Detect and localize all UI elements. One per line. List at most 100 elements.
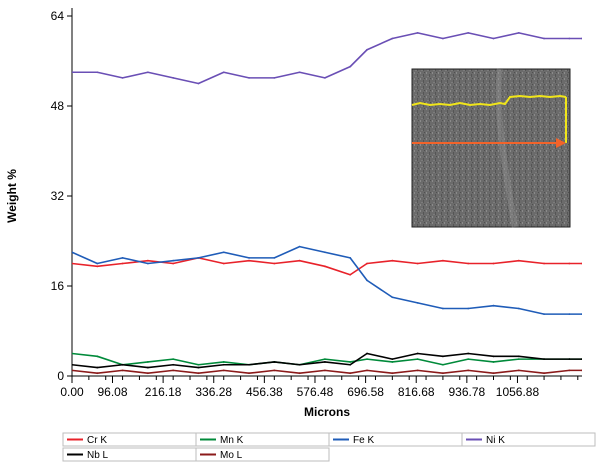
legend-entry-box [461,432,596,447]
data-point [298,372,301,375]
data-point [543,262,545,265]
data-point [121,76,124,79]
data-point [72,363,73,366]
series-line-mn-k [72,352,582,366]
legend-label: Fe K [353,435,374,446]
data-point [96,355,99,358]
x-tick-label: 96.08 [97,385,127,399]
y-tick-label: 16 [51,279,65,293]
data-point [581,262,582,265]
data-point [366,358,368,361]
data-point [442,307,444,310]
data-point [349,256,352,259]
data-point [391,259,394,262]
data-point [323,265,326,268]
x-ticks: 0.00 96.08 216.18 336.28 456.38 576.48 696.58 8… [60,376,579,399]
data-point [416,262,419,265]
data-point [298,363,301,366]
data-point [146,262,149,265]
data-point [391,358,394,361]
x-tick-label: 0.00 [60,385,84,399]
data-point [172,358,175,361]
data-point [467,262,470,265]
data-point [121,369,124,372]
data-point [416,352,419,355]
data-point [222,363,225,366]
data-point [323,369,326,372]
data-point [366,279,368,282]
data-point [366,48,368,51]
data-point [366,352,368,355]
data-point [197,256,200,259]
data-point [366,262,368,265]
data-point [467,307,470,310]
data-point [248,259,250,262]
legend-label: Mn K [220,435,244,446]
x-tick-label: 1056.88 [496,385,540,399]
data-point [172,259,175,262]
data-point [349,273,352,276]
data-point [349,372,352,375]
series-line-nb-l [72,352,582,369]
x-tick-label: 576.48 [297,385,334,399]
data-point [416,369,419,372]
data-point [197,372,200,375]
data-point [391,296,394,299]
data-point [543,37,545,40]
data-point [416,301,419,304]
data-point [298,259,301,262]
data-point [492,37,495,40]
data-point [349,65,352,68]
data-point [517,358,520,361]
data-point [72,71,73,74]
data-point [517,355,520,358]
data-point [96,366,99,369]
data-point [146,71,149,74]
y-tick-label: 48 [51,99,65,113]
y-axis-title: Weight % [5,169,19,223]
data-point [197,82,200,85]
data-point [146,361,149,363]
data-point [543,372,545,375]
data-point [222,71,225,74]
x-tick-label: 216.18 [145,385,182,399]
legend-label: Mo L [220,450,243,461]
data-point [391,37,394,40]
data-point [467,31,470,34]
data-point [492,262,495,265]
data-point [72,262,73,265]
y-ticks: 0 16 32 48 64 [51,9,72,383]
data-point [121,363,124,366]
data-point [146,366,149,369]
data-point [248,372,250,375]
data-point [248,256,250,259]
x-tick-label: 816.68 [398,385,435,399]
data-point [323,251,326,254]
data-point [248,76,250,79]
data-point [568,313,571,316]
data-point [197,366,200,369]
data-point [96,71,99,74]
data-point [581,313,582,316]
data-point [581,358,582,361]
legend-entry-box [195,447,330,462]
x-tick-label: 456.38 [246,385,283,399]
data-point [517,259,520,262]
data-point [172,363,175,366]
data-point [96,262,99,265]
data-point [442,355,444,358]
data-point [298,245,301,248]
x-tick-label: 336.28 [195,385,232,399]
data-point [323,76,326,79]
data-point [96,372,99,375]
data-point [172,76,175,79]
x-axis-title: Microns [304,405,350,419]
data-point [121,256,124,259]
x-tick-label: 936.78 [448,385,485,399]
data-point [391,372,394,375]
data-point [172,369,175,372]
data-point [273,262,276,265]
data-point [467,352,470,355]
data-point [568,369,571,372]
